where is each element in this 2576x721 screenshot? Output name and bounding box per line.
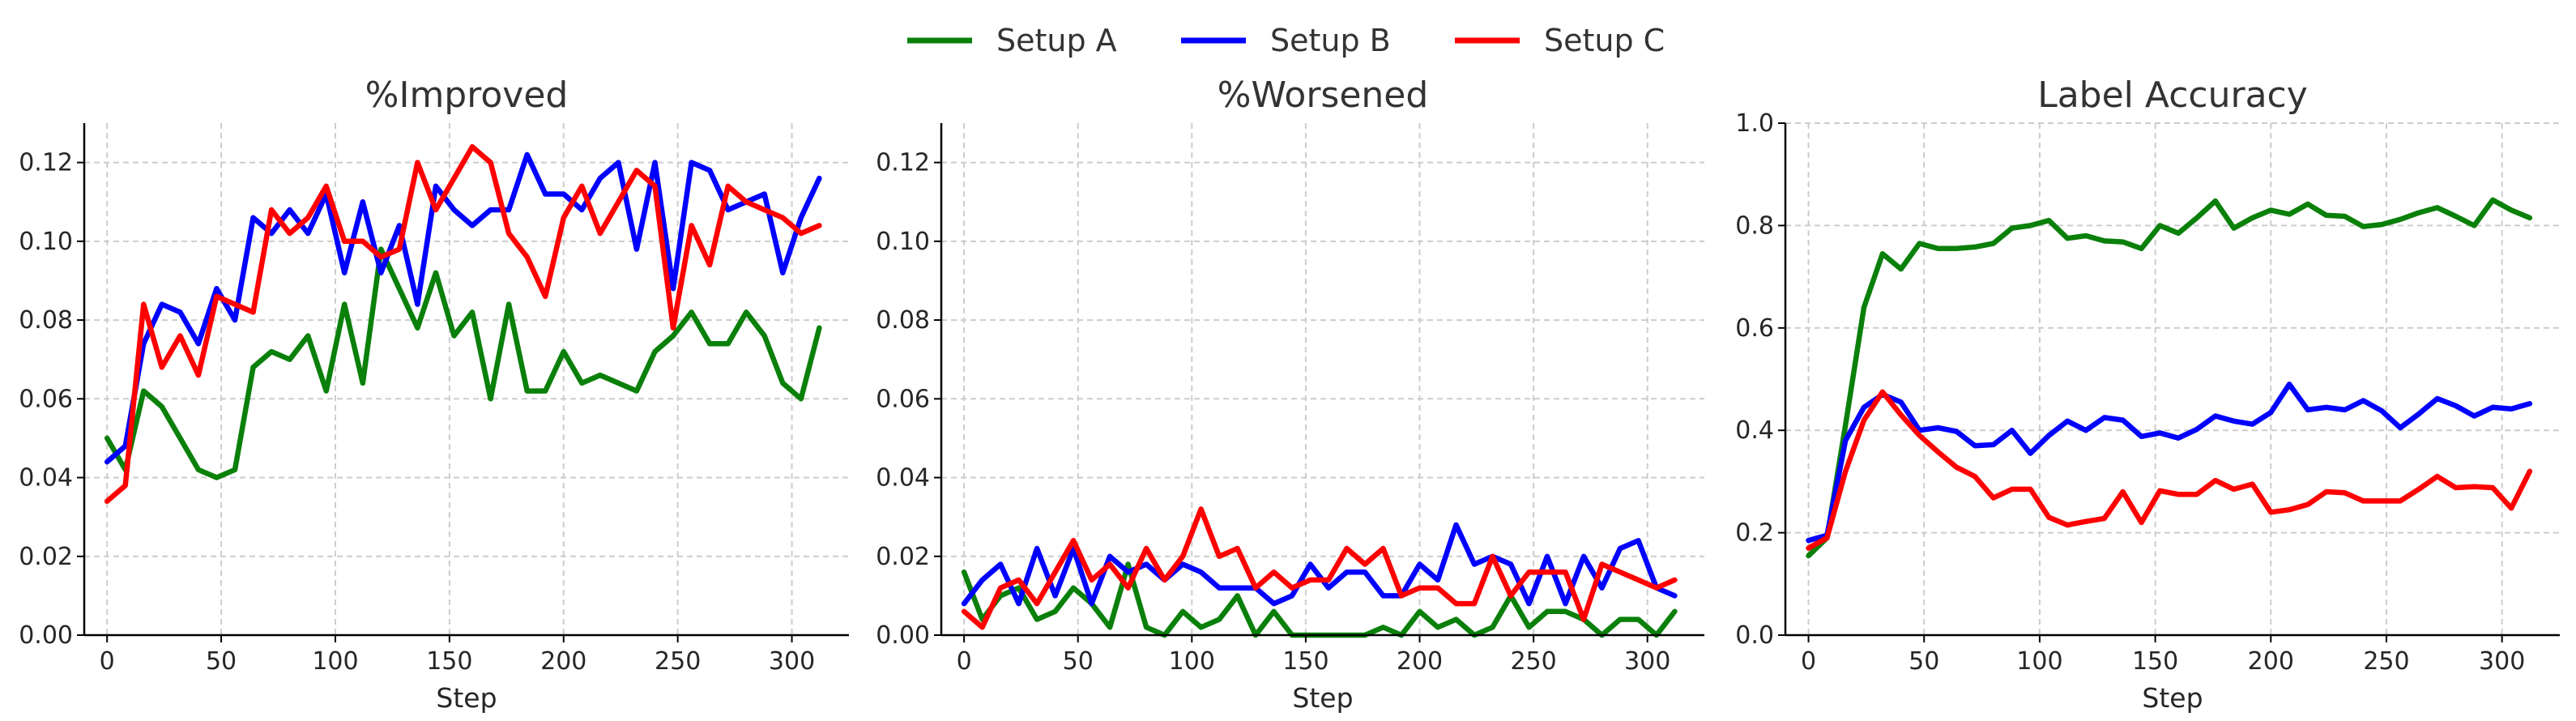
y-tick-label: 0.4 bbox=[1735, 416, 1774, 445]
x-tick-label: 0 bbox=[100, 647, 115, 676]
series-line bbox=[104, 246, 822, 480]
x-tick-label: 0 bbox=[1801, 647, 1816, 676]
x-tick-label: 250 bbox=[655, 647, 701, 676]
chart-title: Label Accuracy bbox=[2037, 75, 2308, 116]
y-tick-label: 0.8 bbox=[1735, 211, 1774, 240]
series-line bbox=[961, 506, 1678, 630]
x-tick-label: 0 bbox=[957, 647, 972, 676]
series-line bbox=[104, 143, 822, 504]
x-tick-label: 250 bbox=[2363, 647, 2409, 676]
series-line bbox=[961, 522, 1678, 607]
y-tick-label: 0.02 bbox=[19, 543, 73, 571]
chart-title: %Improved bbox=[365, 75, 569, 116]
x-axis-label: Step bbox=[1292, 682, 1353, 714]
chart-title: %Worsened bbox=[1218, 75, 1429, 116]
y-tick-label: 0.06 bbox=[876, 385, 930, 413]
series-line bbox=[1806, 382, 2533, 544]
y-tick-label: 0.6 bbox=[1735, 314, 1774, 343]
x-tick-label: 300 bbox=[1624, 647, 1670, 676]
y-tick-label: 0.12 bbox=[19, 149, 73, 177]
x-tick-label: 150 bbox=[426, 647, 472, 676]
x-axis-label: Step bbox=[436, 682, 497, 714]
legend-label: Setup B bbox=[1270, 23, 1391, 58]
x-tick-label: 150 bbox=[2132, 647, 2178, 676]
x-tick-label: 150 bbox=[1282, 647, 1329, 676]
y-tick-label: 0.0 bbox=[1735, 621, 1774, 650]
y-tick-label: 0.12 bbox=[876, 149, 930, 177]
legend-label: Setup A bbox=[996, 23, 1117, 58]
x-tick-label: 250 bbox=[1510, 647, 1556, 676]
legend-label: Setup C bbox=[1544, 23, 1665, 58]
x-tick-label: 100 bbox=[2016, 647, 2062, 676]
x-tick-label: 300 bbox=[769, 647, 815, 676]
y-tick-label: 0.08 bbox=[19, 306, 73, 335]
y-tick-label: 0.00 bbox=[876, 621, 930, 650]
x-tick-label: 50 bbox=[1063, 647, 1094, 676]
series-line bbox=[1806, 197, 2533, 559]
x-tick-label: 50 bbox=[206, 647, 237, 676]
y-tick-label: 0.08 bbox=[876, 306, 930, 335]
y-tick-label: 0.10 bbox=[876, 228, 930, 256]
x-tick-label: 200 bbox=[2248, 647, 2294, 676]
y-tick-label: 1.0 bbox=[1735, 109, 1774, 138]
x-tick-label: 50 bbox=[1909, 647, 1939, 676]
series-line bbox=[104, 151, 822, 465]
x-tick-label: 300 bbox=[2479, 647, 2525, 676]
y-tick-label: 0.06 bbox=[19, 385, 73, 413]
x-tick-label: 100 bbox=[312, 647, 358, 676]
y-tick-label: 0.2 bbox=[1735, 519, 1774, 548]
y-tick-label: 0.00 bbox=[19, 621, 73, 650]
x-axis-label: Step bbox=[2142, 682, 2203, 714]
y-tick-label: 0.02 bbox=[876, 543, 930, 571]
y-tick-label: 0.04 bbox=[876, 464, 930, 493]
x-tick-label: 100 bbox=[1169, 647, 1215, 676]
x-tick-label: 200 bbox=[1397, 647, 1443, 676]
y-tick-label: 0.04 bbox=[19, 464, 73, 493]
y-tick-label: 0.10 bbox=[19, 228, 73, 256]
x-tick-label: 200 bbox=[540, 647, 586, 676]
series-line bbox=[1806, 389, 2533, 551]
